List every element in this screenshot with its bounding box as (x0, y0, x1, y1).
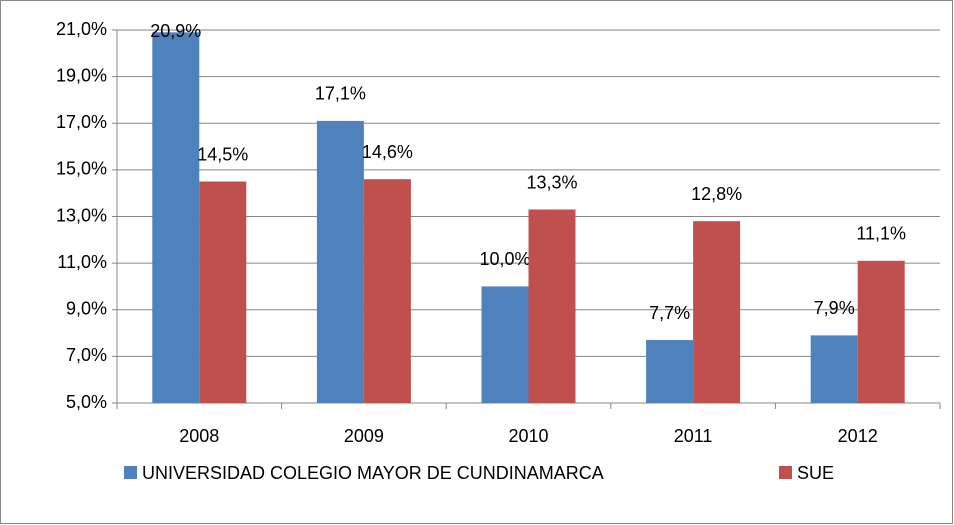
bar (857, 260, 905, 403)
value-label: 12,8% (691, 184, 742, 204)
y-tick-label: 19,0% (56, 65, 107, 85)
x-tick-label: 2011 (674, 426, 713, 446)
bar (528, 209, 576, 403)
y-tick-label: 21,0% (56, 19, 107, 39)
x-tick-label: 2010 (508, 426, 548, 446)
bar (363, 179, 411, 403)
y-tick-label: 11,0% (57, 252, 107, 272)
bar (481, 286, 529, 403)
bar (646, 340, 694, 403)
y-tick-label: 15,0% (56, 159, 107, 179)
value-label: 13,3% (526, 172, 577, 192)
y-tick-label: 7,0% (66, 345, 107, 365)
y-tick-label: 13,0% (56, 205, 107, 225)
value-label: 17,1% (315, 84, 366, 104)
value-label: 7,7% (649, 303, 690, 323)
legend-swatch (779, 466, 792, 479)
legend-label: SUE (797, 463, 834, 483)
bar (152, 32, 200, 404)
legend-swatch (124, 466, 137, 479)
bar (199, 181, 247, 403)
value-label: 7,9% (814, 298, 855, 318)
y-tick-label: 17,0% (56, 112, 107, 132)
y-tick-label: 9,0% (66, 299, 107, 319)
y-tick-label: 5,0% (66, 392, 107, 412)
value-label: 10,0% (479, 249, 530, 269)
bar (810, 335, 858, 403)
x-tick-label: 2009 (344, 426, 384, 446)
value-label: 20,9% (150, 21, 201, 41)
value-label: 14,6% (362, 142, 413, 162)
x-tick-label: 2008 (179, 426, 219, 446)
value-label: 11,1% (856, 224, 906, 244)
value-label: 14,5% (197, 144, 248, 164)
legend-label: UNIVERSIDAD COLEGIO MAYOR DE CUNDINAMARC… (142, 463, 604, 483)
bar (693, 221, 741, 403)
bar (316, 120, 364, 403)
x-tick-label: 2012 (838, 426, 878, 446)
